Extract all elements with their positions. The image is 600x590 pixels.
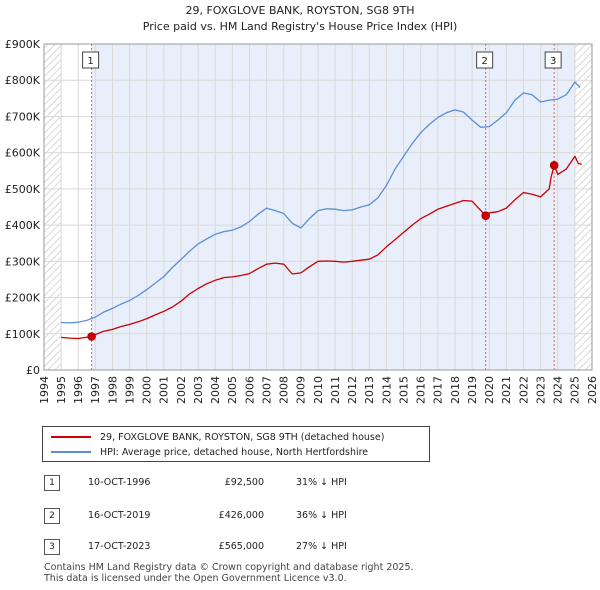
- y-tick-label: £400K: [5, 219, 41, 232]
- x-tick-label: 1995: [55, 376, 68, 404]
- x-tick-label: 1997: [89, 376, 102, 404]
- transaction-row: 3 17-OCT-2023 £565,000 27% ↓ HPI: [42, 537, 402, 557]
- x-tick-label: 2012: [346, 376, 359, 404]
- legend-item-price: 29, FOXGLOVE BANK, ROYSTON, SG8 9TH (det…: [51, 430, 384, 444]
- transaction-badge: 3: [44, 539, 60, 555]
- sale-marker-box: [82, 51, 100, 69]
- y-tick-label: £900K: [5, 38, 41, 51]
- sale-marker-box: [544, 51, 562, 69]
- transaction-price: £92,500: [224, 477, 264, 488]
- transaction-date: 17-OCT-2023: [88, 541, 151, 552]
- x-tick-label: 2007: [260, 376, 273, 404]
- x-tick-label: 2001: [158, 376, 171, 404]
- x-tick-label: 1999: [123, 376, 136, 404]
- footer-licence: This data is licensed under the Open Gov…: [44, 573, 347, 584]
- chart: 29, FOXGLOVE BANK, ROYSTON, SG8 9TH Pric…: [5, 4, 599, 404]
- x-tick-label: 2018: [449, 376, 462, 404]
- x-tick-label: 2002: [175, 376, 188, 404]
- x-tick-label: 1998: [106, 376, 119, 404]
- legend-label-price: 29, FOXGLOVE BANK, ROYSTON, SG8 9TH (det…: [100, 431, 385, 443]
- chart-title: 29, FOXGLOVE BANK, ROYSTON, SG8 9TH: [185, 4, 414, 17]
- y-tick-label: £600K: [5, 147, 41, 160]
- legend: 29, FOXGLOVE BANK, ROYSTON, SG8 9TH (det…: [42, 426, 430, 462]
- x-tick-label: 2009: [295, 376, 308, 404]
- y-tick-label: £0: [26, 364, 40, 377]
- footer: Contains HM Land Registry data © Crown c…: [44, 562, 414, 584]
- x-tick-label: 2019: [466, 376, 479, 404]
- shaded-region: [91, 44, 575, 370]
- x-tick-label: 2024: [552, 376, 565, 404]
- sale-marker-label: 3: [550, 56, 556, 67]
- x-tick-label: 2008: [278, 376, 291, 404]
- y-tick-label: £300K: [5, 255, 41, 268]
- sale-marker-label: 1: [87, 56, 93, 67]
- transaction-price: £426,000: [218, 510, 264, 521]
- y-tick-label: £500K: [5, 183, 41, 196]
- transaction-badge: 2: [44, 508, 60, 524]
- x-tick-label: 2005: [226, 376, 239, 404]
- x-tick-label: 2015: [397, 376, 410, 404]
- hatched-region: [44, 44, 62, 370]
- footer-copyright: Contains HM Land Registry data © Crown c…: [44, 562, 414, 573]
- hpi-line: [61, 81, 581, 324]
- x-tick-label: 2004: [209, 376, 222, 404]
- transaction-hpi-diff: 36% ↓ HPI: [296, 510, 347, 521]
- transaction-hpi-diff: 31% ↓ HPI: [296, 477, 347, 488]
- chart-subtitle: Price paid vs. HM Land Registry's House …: [143, 20, 458, 33]
- x-tick-label: 2006: [243, 376, 256, 404]
- transaction-badge: 1: [44, 475, 60, 491]
- legend-item-hpi: HPI: Average price, detached house, Nort…: [51, 445, 368, 459]
- x-tick-label: 1996: [72, 376, 85, 404]
- price-paid-line: [61, 155, 582, 340]
- transaction-row: 1 10-OCT-1996 £92,500 31% ↓ HPI: [42, 473, 402, 493]
- x-tick-label: 2023: [534, 376, 547, 404]
- sale-point: [481, 211, 490, 220]
- hatched-region: [574, 44, 592, 370]
- x-tick-label: 1994: [38, 376, 51, 404]
- x-tick-label: 2010: [312, 376, 325, 404]
- x-tick-label: 2025: [569, 376, 582, 404]
- plot-border: [43, 43, 593, 371]
- x-tick-label: 2000: [141, 376, 154, 404]
- transaction-date: 16-OCT-2019: [88, 510, 151, 521]
- transaction-hpi-diff: 27% ↓ HPI: [296, 541, 347, 552]
- x-tick-label: 2020: [483, 376, 496, 404]
- sale-point: [87, 332, 96, 341]
- y-tick-label: £100K: [5, 328, 41, 341]
- x-tick-label: 2011: [329, 376, 342, 404]
- y-tick-label: £200K: [5, 292, 41, 305]
- x-tick-label: 2026: [586, 376, 599, 404]
- x-tick-label: 2014: [380, 376, 393, 404]
- chart-svg: 29, FOXGLOVE BANK, ROYSTON, SG8 9TH Pric…: [5, 4, 599, 404]
- x-tick-label: 2003: [192, 376, 205, 404]
- x-tick-label: 2017: [432, 376, 445, 404]
- x-tick-label: 2016: [415, 376, 428, 404]
- transaction-row: 2 16-OCT-2019 £426,000 36% ↓ HPI: [42, 506, 402, 526]
- x-tick-label: 2022: [517, 376, 530, 404]
- sale-point: [549, 161, 559, 170]
- legend-line-hpi: [51, 451, 91, 453]
- sale-marker-label: 2: [481, 56, 487, 67]
- x-tick-label: 2013: [363, 376, 376, 404]
- y-tick-label: £800K: [5, 74, 41, 87]
- y-tick-label: £700K: [5, 110, 41, 123]
- legend-label-hpi: HPI: Average price, detached house, Nort…: [100, 446, 369, 458]
- x-tick-label: 2021: [500, 376, 513, 404]
- sale-marker-box: [476, 51, 494, 69]
- legend-line-price: [51, 436, 91, 438]
- transaction-price: £565,000: [218, 541, 264, 552]
- transaction-date: 10-OCT-1996: [88, 477, 151, 488]
